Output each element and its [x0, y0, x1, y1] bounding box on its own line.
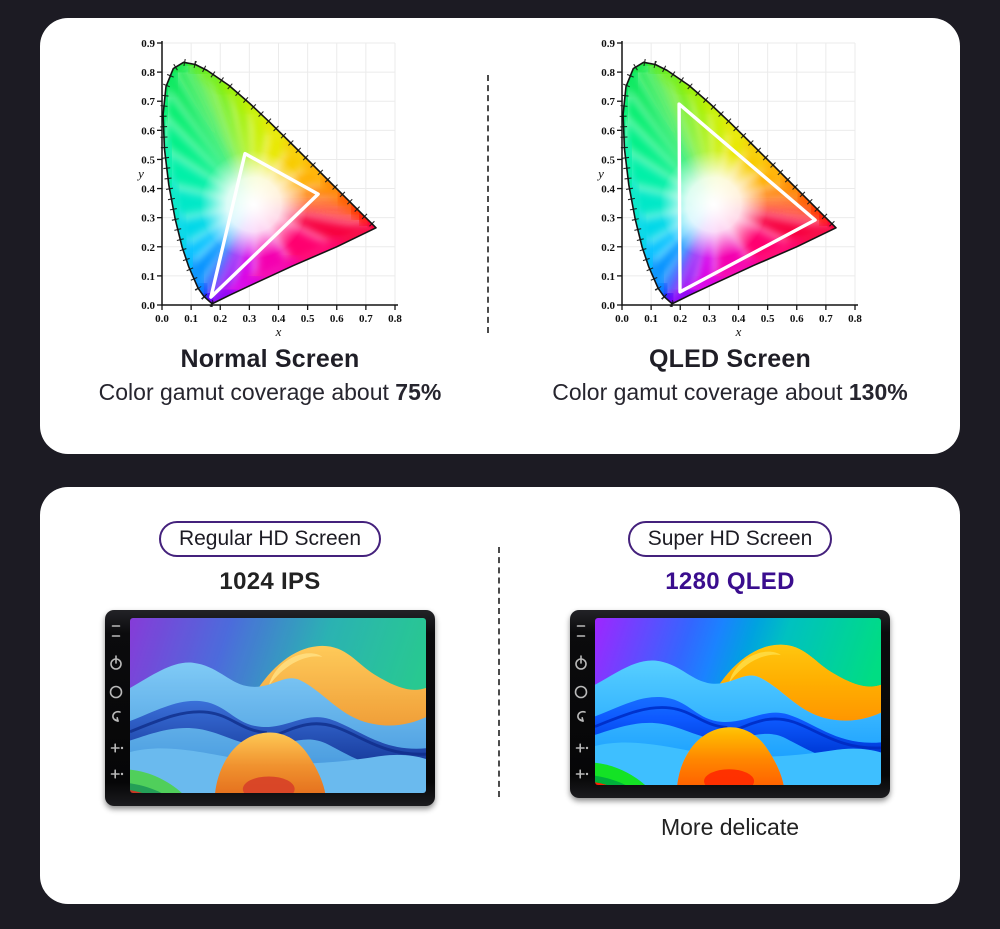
svg-text:0.0: 0.0 [141, 300, 155, 312]
svg-text:0.1: 0.1 [141, 271, 155, 283]
mic-hole [111, 625, 121, 637]
svg-text:0.9: 0.9 [141, 38, 155, 50]
head-unit-regular [105, 610, 435, 806]
gamut-normal-subtitle-text: Color gamut coverage about [98, 379, 396, 405]
power-icon [110, 655, 122, 670]
back-icon [112, 710, 121, 722]
regular-screen-spec: 1024 IPS [219, 568, 321, 595]
dashed-divider [487, 75, 489, 333]
volume-up-icon [110, 743, 124, 753]
gamut-qled-column: 0.0 0.1 0.2 0.3 0.4 0.5 0.6 0.7 0.8 0.0 0.1 0.2 0.3 0… [500, 18, 960, 454]
cie-diagram-qled: 0.0 0.1 0.2 0.3 0.4 0.5 0.6 0.7 0.8 0.0 0.1 0.2 0.3 0… [590, 33, 870, 339]
volume-down-icon [110, 769, 124, 779]
svg-text:0.5: 0.5 [761, 313, 775, 325]
svg-text:0.3: 0.3 [601, 213, 615, 225]
gamut-normal-subtitle: Color gamut coverage about 75% [99, 379, 442, 406]
device-screen-art [130, 618, 426, 793]
svg-text:0.1: 0.1 [184, 313, 198, 325]
gamut-normal-column: 0.0 0.1 0.2 0.3 0.4 0.5 0.6 0.7 0.8 0.0 0.1 0.2 0.3 0… [40, 18, 500, 454]
super-screen-spec: 1280 QLED [665, 568, 795, 595]
head-unit-super [570, 610, 890, 798]
svg-text:0.6: 0.6 [790, 313, 804, 325]
gamut-qled-title: QLED Screen [649, 345, 811, 373]
volume-up-icon [575, 743, 589, 753]
svg-text:0.6: 0.6 [601, 125, 615, 137]
svg-text:0.2: 0.2 [141, 242, 155, 254]
svg-text:0.7: 0.7 [359, 313, 373, 325]
svg-text:0.1: 0.1 [644, 313, 658, 325]
svg-text:0.3: 0.3 [703, 313, 717, 325]
svg-text:0.5: 0.5 [301, 313, 315, 325]
volume-down-icon [575, 769, 589, 779]
device-screen-art [595, 618, 881, 785]
back-icon [577, 710, 586, 722]
power-icon [575, 655, 587, 670]
svg-text:x: x [735, 324, 742, 338]
svg-text:0.1: 0.1 [601, 271, 615, 283]
home-icon [109, 685, 123, 699]
svg-text:0.7: 0.7 [819, 313, 833, 325]
svg-text:0.2: 0.2 [213, 313, 227, 325]
screen-comparison-card: Regular HD Screen 1024 IPS [40, 487, 960, 904]
gamut-normal-coverage: 75% [395, 379, 442, 405]
svg-text:0.4: 0.4 [601, 184, 615, 196]
svg-text:0.0: 0.0 [601, 300, 615, 312]
device-side-buttons [572, 620, 592, 790]
svg-text:0.5: 0.5 [141, 154, 155, 166]
svg-text:0.3: 0.3 [243, 313, 257, 325]
cie-diagram-normal: 0.0 0.1 0.2 0.3 0.4 0.5 0.6 0.7 0.8 0.0 0.1 0.2 0.3 0… [130, 33, 410, 339]
svg-text:0.2: 0.2 [601, 242, 615, 254]
svg-text:x: x [275, 324, 282, 338]
svg-text:0.7: 0.7 [141, 96, 155, 108]
gamut-comparison-card: 0.0 0.1 0.2 0.3 0.4 0.5 0.6 0.7 0.8 0.0 0.1 0.2 0.3 0… [40, 18, 960, 454]
svg-text:0.4: 0.4 [141, 184, 155, 196]
svg-text:0.8: 0.8 [388, 313, 402, 325]
super-screen-column: Super HD Screen 1280 QLED [500, 487, 960, 904]
gamut-normal-title: Normal Screen [180, 345, 360, 373]
device-side-buttons [107, 620, 127, 790]
svg-text:0.0: 0.0 [615, 313, 629, 325]
svg-text:0.0: 0.0 [155, 313, 169, 325]
gamut-qled-coverage: 130% [848, 379, 908, 405]
svg-text:y: y [136, 166, 144, 181]
svg-text:0.8: 0.8 [848, 313, 862, 325]
gamut-qled-subtitle-text: Color gamut coverage about [552, 379, 849, 405]
svg-text:y: y [596, 166, 604, 181]
svg-text:0.8: 0.8 [601, 67, 615, 79]
super-screen-caption: More delicate [660, 814, 800, 840]
svg-text:0.8: 0.8 [141, 67, 155, 79]
svg-text:0.2: 0.2 [673, 313, 687, 325]
svg-text:0.6: 0.6 [141, 125, 155, 137]
svg-text:0.9: 0.9 [601, 38, 615, 50]
svg-text:0.3: 0.3 [141, 213, 155, 225]
svg-text:0.4: 0.4 [272, 313, 286, 325]
svg-text:0.4: 0.4 [732, 313, 746, 325]
super-screen-badge: Super HD Screen [627, 521, 833, 557]
gamut-qled-subtitle: Color gamut coverage about 130% [552, 379, 907, 406]
svg-text:0.6: 0.6 [330, 313, 344, 325]
regular-screen-badge: Regular HD Screen [158, 521, 382, 557]
mic-hole [576, 625, 586, 637]
svg-text:0.5: 0.5 [601, 154, 615, 166]
dashed-divider [498, 547, 500, 797]
regular-screen-column: Regular HD Screen 1024 IPS [40, 487, 500, 904]
home-icon [574, 685, 588, 699]
svg-text:0.7: 0.7 [601, 96, 615, 108]
